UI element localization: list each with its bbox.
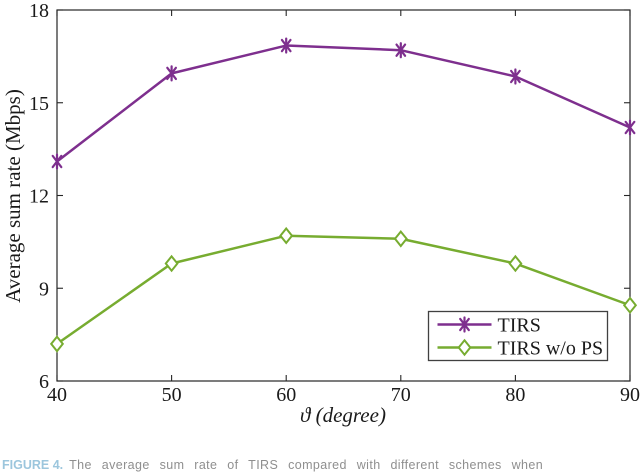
diamond-marker: [49, 335, 65, 353]
asterisk-marker: [166, 66, 177, 81]
figure-caption-text: The average sum rate of TIRS compared wi…: [69, 458, 544, 472]
y-tick-label: 12: [29, 186, 49, 208]
x-tick-label: 90: [620, 384, 640, 406]
asterisk-marker: [51, 154, 63, 169]
diamond-marker: [393, 229, 408, 248]
y-tick-label: 6: [39, 371, 49, 393]
x-tick-label: 80: [505, 384, 525, 406]
asterisk-marker: [395, 43, 407, 57]
asterisk-marker: [510, 69, 521, 84]
x-tick-label: 40: [47, 384, 67, 406]
legend-box: [427, 310, 609, 362]
diamond-marker: [622, 296, 638, 315]
legend-label-TIRS: TIRS: [498, 315, 541, 337]
figure-caption-label: FIGURE 4.: [2, 458, 64, 472]
y-axis-label: Average sum rate (Mbps): [1, 89, 25, 303]
asterisk-marker: [280, 38, 292, 53]
diamond-marker: [508, 254, 523, 273]
diamond-marker: [457, 338, 472, 357]
diamond-marker: [164, 254, 179, 273]
x-tick-label: 70: [391, 384, 411, 406]
series-line-TIRS: [56, 44, 631, 163]
diamond-marker: [279, 226, 294, 245]
x-tick-label: 60: [276, 384, 296, 406]
series-line-TIRS-w-o-PS: [56, 234, 631, 345]
y-tick-label: 9: [39, 278, 49, 300]
asterisk-marker: [624, 120, 636, 135]
x-tick-label: 50: [162, 384, 182, 406]
legend-label-TIRS-w-o-PS: TIRS w/o PS: [498, 338, 604, 360]
x-axis-label: ϑ (degree): [300, 403, 386, 427]
asterisk-marker: [459, 317, 470, 332]
y-tick-label: 15: [29, 93, 49, 115]
figure-caption: FIGURE 4. The average sum rate of TIRS co…: [2, 458, 638, 472]
y-tick-label: 18: [29, 0, 49, 22]
